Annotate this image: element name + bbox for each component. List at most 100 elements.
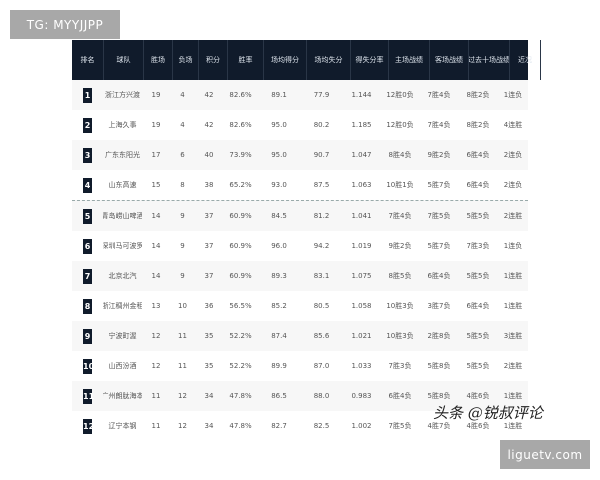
table-cell: 82.6% bbox=[229, 121, 252, 129]
rank-cell: 10 bbox=[72, 358, 103, 374]
rank-badge: 5 bbox=[83, 208, 92, 224]
table-cell: 1.063 bbox=[351, 181, 372, 189]
table-cell: 1.021 bbox=[351, 332, 372, 340]
table-cell: 1连胜 bbox=[503, 302, 523, 310]
table-cell: 90.7 bbox=[313, 151, 330, 159]
table-cell: 6胜4负 bbox=[466, 302, 490, 310]
table-cell: 7胜4负 bbox=[427, 121, 451, 129]
table-cell: 85.2 bbox=[271, 302, 287, 310]
table-cell: 34 bbox=[204, 422, 214, 430]
table-cell: 深圳马可波罗 bbox=[103, 242, 142, 250]
table-cell: 山西汾酒 bbox=[108, 362, 137, 370]
table-cell: 1.058 bbox=[351, 302, 372, 310]
table-cell: 浙江方兴渡 bbox=[105, 91, 140, 99]
table-cell: 1连胜 bbox=[503, 272, 523, 280]
table-cell: 5胜5负 bbox=[466, 332, 490, 340]
table-cell: 4连胜 bbox=[503, 121, 523, 129]
table-cell: 82.6% bbox=[229, 91, 252, 99]
table-cell: 山东高速 bbox=[108, 181, 137, 189]
table-cell: 5胜8负 bbox=[427, 392, 451, 400]
table-cell: 8胜2负 bbox=[466, 121, 490, 129]
table-cell: 2连胜 bbox=[503, 362, 523, 370]
table-cell: 1连胜 bbox=[503, 392, 523, 400]
rank-badge: 3 bbox=[83, 147, 92, 163]
table-cell: 3连胜 bbox=[503, 332, 523, 340]
table-row: 3 广东东阳光 17 6 40 73.9% 95.0 90.7 1.047 8胜4负 9胜2负 6胜4… bbox=[72, 140, 528, 170]
table-cell: 上海久事 bbox=[108, 121, 137, 129]
table-cell: 7胜3负 bbox=[466, 242, 490, 250]
table-cell: 广州朗肽海本 bbox=[103, 392, 142, 400]
column-header: 得失分率 bbox=[351, 40, 389, 80]
table-cell: 5胜7负 bbox=[427, 242, 451, 250]
table-row: 1 浙江方兴渡 19 4 42 82.6% 89.1 77.9 1.144 12胜0负 7胜4负 8胜… bbox=[72, 80, 528, 110]
table-cell: 15 bbox=[151, 181, 161, 189]
table-cell: 40 bbox=[204, 151, 214, 159]
table-cell: 4胜6负 bbox=[466, 422, 490, 430]
table-row: 6 深圳马可波罗 14 9 37 60.9% 96.0 94.2 1.019 9胜2负 5胜7负 7胜… bbox=[72, 231, 528, 261]
rank-badge: 7 bbox=[83, 268, 92, 284]
column-header: 主场战绩 bbox=[389, 40, 430, 80]
rank-cell: 12 bbox=[72, 418, 103, 434]
table-cell: 47.8% bbox=[229, 422, 252, 430]
rank-cell: 7 bbox=[72, 268, 103, 284]
table-cell: 82.5 bbox=[313, 422, 330, 430]
rank-badge: 10 bbox=[83, 358, 94, 374]
table-cell: 7胜4负 bbox=[388, 212, 412, 220]
table-cell: 60.9% bbox=[229, 242, 252, 250]
table-cell: 1连胜 bbox=[503, 422, 523, 430]
table-cell: 13 bbox=[151, 302, 161, 310]
rank-cell: 5 bbox=[72, 208, 103, 224]
table-cell: 9 bbox=[180, 272, 185, 280]
table-cell: 85.6 bbox=[313, 332, 330, 340]
table-cell: 11 bbox=[151, 392, 161, 400]
rank-cell: 8 bbox=[72, 298, 103, 314]
table-cell: 8胜2负 bbox=[466, 91, 490, 99]
rank-badge: 8 bbox=[83, 298, 92, 314]
table-cell: 6 bbox=[180, 151, 185, 159]
table-cell: 83.1 bbox=[313, 272, 330, 280]
table-cell: 12 bbox=[151, 362, 161, 370]
table-cell: 4 bbox=[180, 91, 185, 99]
table-cell: 9胜2负 bbox=[388, 242, 412, 250]
table-cell: 65.2% bbox=[229, 181, 252, 189]
rank-cell: 3 bbox=[72, 147, 103, 163]
table-cell: 12胜0负 bbox=[386, 91, 414, 99]
table-cell: 86.5 bbox=[271, 392, 287, 400]
column-header: 场均失分 bbox=[307, 40, 351, 80]
table-cell: 青岛崂山啤酒 bbox=[103, 212, 142, 220]
table-cell: 73.9% bbox=[229, 151, 252, 159]
rank-cell: 11 bbox=[72, 388, 103, 404]
rank-badge: 12 bbox=[83, 418, 94, 434]
table-cell: 36 bbox=[204, 302, 214, 310]
table-cell: 1.047 bbox=[351, 151, 372, 159]
table-row: 12 辽宁本钢 11 12 34 47.8% 82.7 82.5 1.002 7胜5负 4胜7负 4胜… bbox=[72, 411, 528, 441]
column-header: 客场战绩 bbox=[430, 40, 469, 80]
table-cell: 37 bbox=[204, 272, 214, 280]
table-cell: 89.3 bbox=[271, 272, 287, 280]
table-cell: 10胜1负 bbox=[386, 181, 414, 189]
table-cell: 87.0 bbox=[313, 362, 330, 370]
table-cell: 8胜4负 bbox=[388, 151, 412, 159]
column-header: 过去十场战绩 bbox=[469, 40, 510, 80]
table-cell: 60.9% bbox=[229, 272, 252, 280]
table-cell: 7胜4负 bbox=[427, 91, 451, 99]
table-cell: 60.9% bbox=[229, 212, 252, 220]
table-row: 2 上海久事 19 4 42 82.6% 95.0 80.2 1.185 12胜0负 7胜4负 8胜2… bbox=[72, 110, 528, 140]
table-cell: 1.075 bbox=[351, 272, 372, 280]
tg-overlay: TG: MYYJJPP bbox=[10, 10, 120, 39]
rank-cell: 9 bbox=[72, 328, 103, 344]
table-cell: 95.0 bbox=[271, 151, 287, 159]
table-cell: 广东东阳光 bbox=[105, 151, 140, 159]
table-cell: 80.5 bbox=[313, 302, 330, 310]
table-cell: 5胜8负 bbox=[427, 362, 451, 370]
table-cell: 9 bbox=[180, 212, 185, 220]
table-cell: 北京北汽 bbox=[108, 272, 137, 280]
column-header: 胜场 bbox=[144, 40, 173, 80]
table-cell: 1.185 bbox=[351, 121, 372, 129]
standings-table: 排名 球队 胜场 负场 积分 胜率 场均得分 场均失分 得失分率 主场战绩 客场战绩 过去十场战绩 近况… bbox=[72, 40, 541, 441]
table-cell: 5胜7负 bbox=[427, 181, 451, 189]
table-row: 7 北京北汽 14 9 37 60.9% 89.3 83.1 1.075 8胜5负 6胜4负 5胜5负… bbox=[72, 261, 528, 291]
table-cell: 1连负 bbox=[503, 91, 523, 99]
table-cell: 6胜4负 bbox=[388, 392, 412, 400]
table-cell: 12 bbox=[151, 332, 161, 340]
